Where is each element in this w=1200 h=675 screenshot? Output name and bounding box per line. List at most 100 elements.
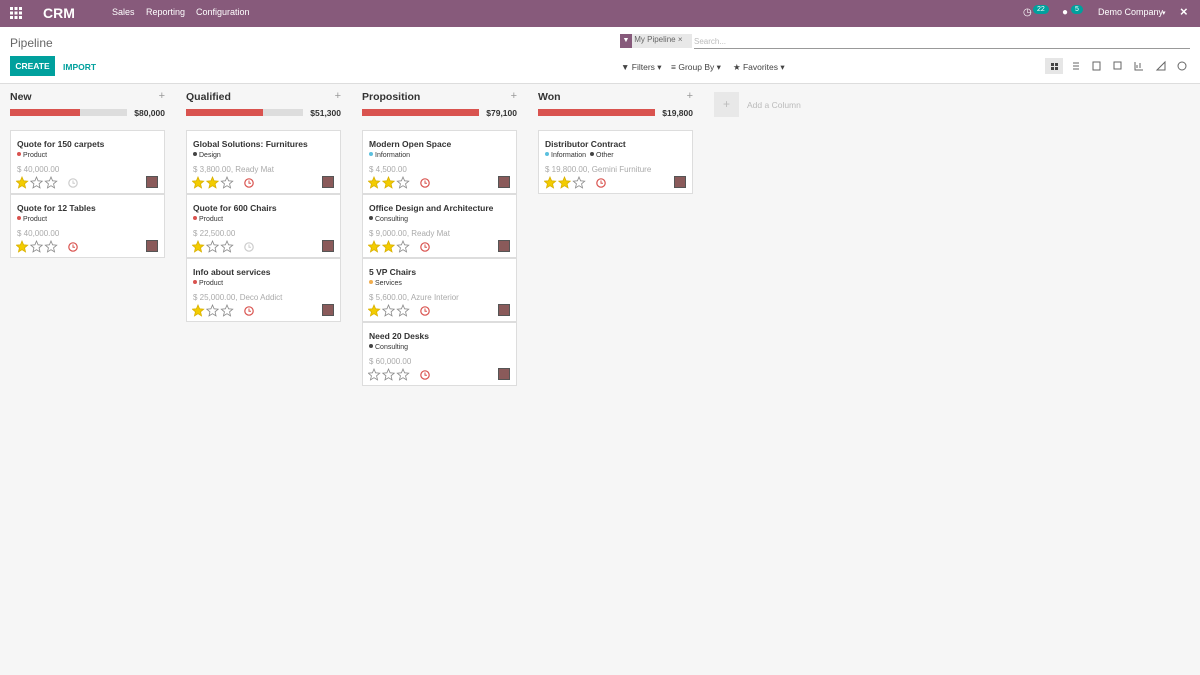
- add-card-button[interactable]: +: [334, 90, 341, 102]
- kanban-card[interactable]: Distributor Contract Information Other $ 19…: [538, 130, 693, 194]
- star: [381, 304, 396, 317]
- progress-fill: [10, 109, 81, 116]
- avatar: [322, 176, 334, 188]
- kanban-card[interactable]: Need 20 Desks Consulting $ 60,000.00: [362, 322, 517, 386]
- card-title: Info about services: [193, 267, 271, 277]
- add-card-button[interactable]: +: [510, 90, 517, 102]
- add-card-button[interactable]: +: [158, 90, 165, 102]
- progress-bar: [10, 109, 127, 116]
- tag: Product: [193, 280, 223, 287]
- star: [381, 368, 396, 381]
- priority[interactable]: [192, 304, 234, 317]
- column-title: Proposition: [362, 91, 421, 103]
- kanban-card[interactable]: Office Design and Architecture Consulting…: [362, 194, 517, 258]
- close[interactable]: ×: [1180, 4, 1188, 19]
- priority[interactable]: [192, 240, 234, 253]
- card-amount: $ 5,600.00, Azure Interior: [369, 293, 459, 302]
- activity-icon[interactable]: [244, 242, 254, 252]
- add-column-button[interactable]: +: [714, 92, 739, 117]
- activity-icon[interactable]: ◷: [1023, 7, 1032, 18]
- column-total: $51,300: [310, 108, 341, 118]
- tag-label: Other: [596, 152, 614, 159]
- group-by-button[interactable]: ≡ Group By ▾: [671, 62, 721, 72]
- priority[interactable]: [368, 304, 410, 317]
- tag: Services: [369, 280, 402, 287]
- card-title: 5 VP Chairs: [369, 267, 417, 277]
- priority[interactable]: [192, 176, 234, 189]
- column-total: $79,100: [486, 108, 517, 118]
- kanban-card[interactable]: Modern Open Space Information $ 4,500.00: [362, 130, 517, 194]
- column-title: Won: [538, 91, 561, 103]
- tag-dot: [369, 280, 373, 284]
- tag-dot: [193, 216, 197, 220]
- priority[interactable]: [16, 240, 58, 253]
- facet[interactable]: ▼ My Pipeline ×: [620, 34, 692, 48]
- filters-button[interactable]: ▼ Filters ▾: [621, 62, 662, 72]
- kanban-card[interactable]: 5 VP Chairs Services $ 5,600.00, Azure Int…: [362, 258, 517, 322]
- activity-icon[interactable]: [420, 370, 430, 380]
- card-tags: Design: [193, 152, 225, 159]
- star: [44, 176, 58, 189]
- tag-dot: [545, 152, 549, 156]
- priority-stars: [192, 240, 254, 253]
- tag: Other: [590, 152, 614, 159]
- star: [396, 240, 410, 253]
- menu[interactable]: Configuration: [196, 7, 250, 17]
- card-amount: $ 19,800.00, Gemini Furniture: [545, 165, 652, 174]
- view-switcher[interactable]: [1045, 58, 1193, 74]
- card-amount: $ 60,000.00: [369, 357, 412, 366]
- card-amount: $ 22,500.00: [193, 229, 236, 238]
- create-button[interactable]: CREATE: [10, 56, 55, 76]
- tag: Consulting: [369, 344, 408, 351]
- column-total: $80,000: [134, 108, 165, 118]
- tag: Information: [545, 152, 586, 159]
- search-input[interactable]: Search...: [694, 34, 1190, 49]
- menu[interactable]: Sales: [112, 7, 135, 17]
- avatar: [498, 304, 510, 316]
- messages-icon[interactable]: ●: [1062, 7, 1069, 18]
- activity-icon[interactable]: [68, 242, 78, 252]
- star: [16, 176, 29, 189]
- app-name[interactable]: CRM: [43, 5, 75, 21]
- activity-icon[interactable]: [244, 178, 254, 188]
- import-button[interactable]: IMPORT: [63, 62, 97, 72]
- star: [368, 240, 381, 253]
- avatar: [322, 240, 334, 252]
- priority[interactable]: [368, 176, 410, 189]
- apps-icon[interactable]: [10, 7, 22, 19]
- priority[interactable]: [544, 176, 586, 189]
- card-tags: Product: [193, 280, 227, 287]
- kanban-card[interactable]: Quote for 150 carpets Product $ 40,000.00: [10, 130, 165, 194]
- add-column-label[interactable]: Add a Column: [747, 100, 801, 110]
- activity-icon[interactable]: [420, 178, 430, 188]
- card-amount: $ 3,800.00, Ready Mat: [193, 165, 274, 174]
- kanban-card[interactable]: Global Solutions: Furnitures Design $ 3,80…: [186, 130, 341, 194]
- kanban-card[interactable]: Quote for 12 Tables Product $ 40,000.00: [10, 194, 165, 258]
- menu[interactable]: Reporting: [146, 7, 186, 17]
- activity-icon[interactable]: [596, 178, 606, 188]
- tag-label: Information: [375, 152, 411, 159]
- star: [368, 176, 381, 189]
- kanban-card[interactable]: Quote for 600 Chairs Product $ 22,500.00: [186, 194, 341, 258]
- tag: Design: [193, 152, 221, 159]
- priority-stars: [368, 240, 430, 253]
- activity-icon[interactable]: [420, 242, 430, 252]
- avatar: [498, 368, 510, 380]
- priority[interactable]: [16, 176, 58, 189]
- priority[interactable]: [368, 240, 410, 253]
- add-card-button[interactable]: +: [686, 90, 693, 102]
- tag: Product: [17, 216, 47, 223]
- company[interactable]: Demo Company: [1098, 7, 1164, 17]
- control-panel: Pipeline ▼ My Pipeline × Search... CREAT…: [0, 27, 1200, 84]
- favorites-button[interactable]: ★ Favorites ▾: [733, 62, 785, 72]
- activity-icon[interactable]: [244, 306, 254, 316]
- tag-label: Product: [199, 280, 224, 287]
- priority[interactable]: [368, 368, 410, 381]
- star: [368, 368, 381, 381]
- tag: Product: [17, 152, 47, 159]
- tag-dot: [193, 280, 197, 284]
- activity-icon[interactable]: [68, 178, 78, 188]
- navbar: CRM Sales Reporting Configuration ◷ 22 ●…: [0, 0, 1200, 27]
- activity-icon[interactable]: [420, 306, 430, 316]
- kanban-card[interactable]: Info about services Product $ 25,000.00, D…: [186, 258, 341, 322]
